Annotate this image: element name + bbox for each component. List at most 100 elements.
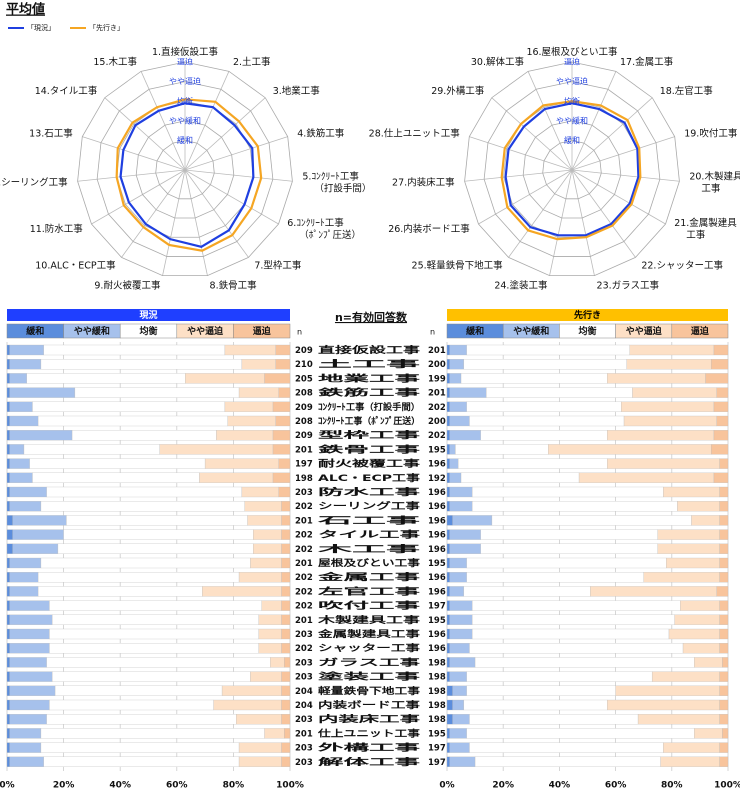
bar-segment [66,515,248,526]
bar-segment [6,671,10,682]
bar-segment [663,486,720,498]
bar-segment [578,472,715,483]
n-value: 201 [295,559,313,569]
bar-segment [9,643,50,654]
category-label: 27.内装床工事 [392,176,455,188]
row-label: 吹付工事 [318,600,420,612]
bar-segment [480,543,658,554]
legend-label: やや緩和 [513,325,549,337]
bar-segment [615,685,720,696]
bar-segment [719,557,729,569]
category-label: 6.ｺﾝｸﾘｰﾄ工事（ﾎﾟﾝﾌﾟ圧送） [287,217,361,241]
row-label: 石工事 [314,514,420,526]
bar-segment [651,671,720,682]
bar-segment [281,586,291,597]
n-value: 205 [295,374,313,384]
spoke [162,169,186,276]
spoke [527,71,573,171]
bar-segment [449,557,467,569]
row-label: 木工事 [314,543,420,555]
row-label: 仕上ユニット工事 [317,727,420,739]
bar-segment [466,344,630,356]
row-label: ｺﾝｸﾘｰﾄ工事（ﾎﾟﾝﾌﾟ圧送） [318,415,420,427]
bar-segment [548,444,712,455]
bar-segment [466,728,695,739]
spoke [464,169,573,182]
bar-segment [449,458,459,469]
bar-segment [6,401,10,412]
radar-line [115,98,263,252]
bar-segment [74,387,240,398]
n-value: 209 [295,346,313,356]
row-label: 軽量鉄骨下地工事 [318,685,420,697]
bar-segment [278,486,291,498]
category-label: 21.金属製建具工事 [674,217,737,241]
bar-segment [238,572,282,583]
bar-segment [677,501,720,512]
bar-segment [674,614,720,625]
bar-segment [660,756,720,767]
x-tick-label: 20% [53,781,75,791]
n-value: 204 [295,701,313,711]
spoke [184,169,293,182]
bar-segment [12,515,67,526]
n-value: 195 [428,445,446,455]
n-value: 196 [428,531,446,541]
bar-segment [6,614,10,625]
bar-segment [275,359,291,370]
bar-segment [46,657,271,668]
bar-segment [446,714,453,725]
category-label: 11.防水工事 [30,223,84,235]
bar-segment [281,572,291,583]
bar-segment [466,685,616,696]
bar-segment [719,628,729,640]
bar-segment [469,742,664,753]
bar-segment [469,643,684,654]
x-tick-label: 60% [166,781,188,791]
bar-segment [449,486,473,498]
bar-segment [9,671,53,682]
bar-segment [607,458,720,469]
bar-segment [449,657,476,668]
n-value: 203 [295,673,313,683]
bar-segment [9,600,50,611]
row-label: 防水工事 [318,486,420,498]
bar-segment [680,600,720,611]
bar-segment [49,643,260,654]
row-label: 左官工事 [315,585,420,597]
bar-segment [486,387,633,398]
x-tick-label: 80% [661,781,683,791]
spoke [140,71,186,171]
row-label: 地業工事 [318,372,420,384]
n-value: 195 [428,559,446,569]
bar-segment [278,458,291,469]
bar-segment [449,586,465,597]
bar-segment [491,515,692,526]
bar-segment [9,699,50,711]
bar-segment [449,543,481,554]
bar-segment [632,387,717,398]
bar-segment [281,714,291,725]
bar-segment [272,430,291,441]
grid-ring [483,81,661,257]
row-label: 解体工事 [318,756,420,768]
segment-header [671,323,729,339]
bar-segment [238,387,279,398]
bar-segment [449,387,487,398]
spoke [104,97,186,171]
bar-segment [281,742,291,753]
spoke [571,169,666,225]
bar-segment [52,671,251,682]
legend-label: 「現況」 [27,23,55,32]
r-tick-label: 均衡 [564,96,580,106]
spoke [571,97,653,171]
grid-ring [135,120,235,219]
bar-segment [49,628,260,640]
r-tick-label: 緩和 [564,135,580,145]
bar-segment [449,444,456,455]
bar-segment [9,728,42,739]
bar-segment [6,728,10,739]
category-label: 23.ガラス工事 [597,279,660,291]
n-value: 208 [295,389,313,399]
bar-segment [607,430,715,441]
